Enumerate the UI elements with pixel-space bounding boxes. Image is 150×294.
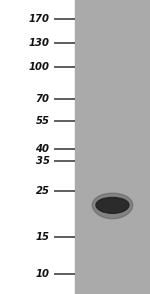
Text: 130: 130: [28, 38, 50, 48]
Text: 10: 10: [36, 269, 50, 279]
Text: 170: 170: [28, 14, 50, 24]
Text: 40: 40: [36, 144, 50, 154]
Bar: [75, 0, 150, 294]
Bar: [0, 0, 75, 294]
Text: 25: 25: [36, 186, 50, 196]
Text: 70: 70: [36, 94, 50, 104]
Ellipse shape: [92, 193, 133, 219]
Text: 55: 55: [36, 116, 50, 126]
Text: 35: 35: [36, 156, 50, 166]
Text: 15: 15: [36, 233, 50, 243]
Ellipse shape: [96, 198, 129, 213]
Text: 100: 100: [28, 62, 50, 72]
